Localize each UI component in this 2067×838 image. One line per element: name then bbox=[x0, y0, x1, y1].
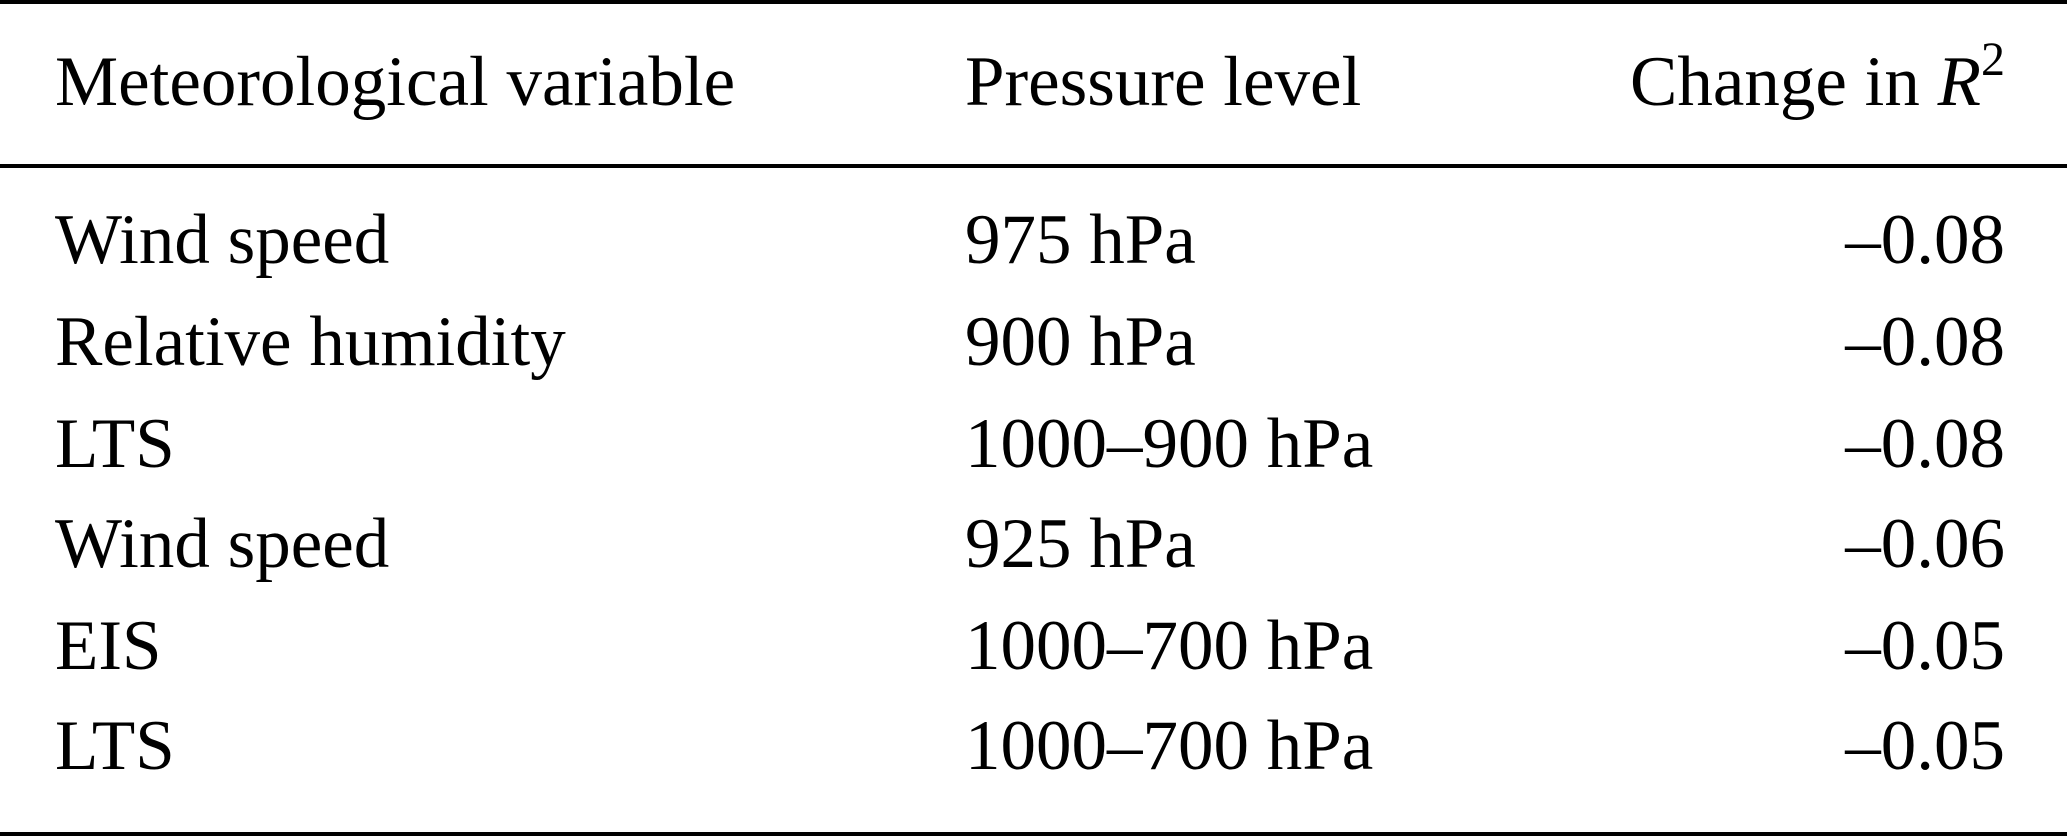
header-change-symbol: R bbox=[1937, 43, 1981, 121]
table-bottom-rule bbox=[0, 832, 2067, 836]
header-meteorological-variable: Meteorological variable bbox=[55, 43, 736, 121]
cell-variable: LTS bbox=[55, 405, 175, 483]
cell-pressure-level: 900 hPa bbox=[965, 303, 1196, 381]
cell-variable: Relative humidity bbox=[55, 303, 566, 381]
cell-change: –0.06 bbox=[1845, 505, 2005, 583]
cell-pressure-level: 1000–900 hPa bbox=[965, 405, 1374, 483]
header-change-in-r2: Change in R2 bbox=[1630, 36, 2005, 122]
cell-change: –0.05 bbox=[1845, 707, 2005, 785]
cell-variable: Wind speed bbox=[55, 201, 390, 279]
cell-pressure-level: 1000–700 hPa bbox=[965, 607, 1374, 685]
cell-change: –0.08 bbox=[1845, 201, 2005, 279]
cell-pressure-level: 925 hPa bbox=[965, 505, 1196, 583]
table-header-rule bbox=[0, 164, 2067, 168]
header-pressure-level: Pressure level bbox=[965, 43, 1362, 121]
cell-change: –0.08 bbox=[1845, 303, 2005, 381]
cell-pressure-level: 975 hPa bbox=[965, 201, 1196, 279]
header-change-superscript: 2 bbox=[1981, 33, 2005, 86]
table-top-rule bbox=[0, 0, 2067, 4]
cell-change: –0.08 bbox=[1845, 405, 2005, 483]
cell-change: –0.05 bbox=[1845, 607, 2005, 685]
cell-variable: LTS bbox=[55, 707, 175, 785]
cell-variable: Wind speed bbox=[55, 505, 390, 583]
header-change-prefix: Change in bbox=[1630, 43, 1938, 121]
cell-variable: EIS bbox=[55, 607, 162, 685]
cell-pressure-level: 1000–700 hPa bbox=[965, 707, 1374, 785]
